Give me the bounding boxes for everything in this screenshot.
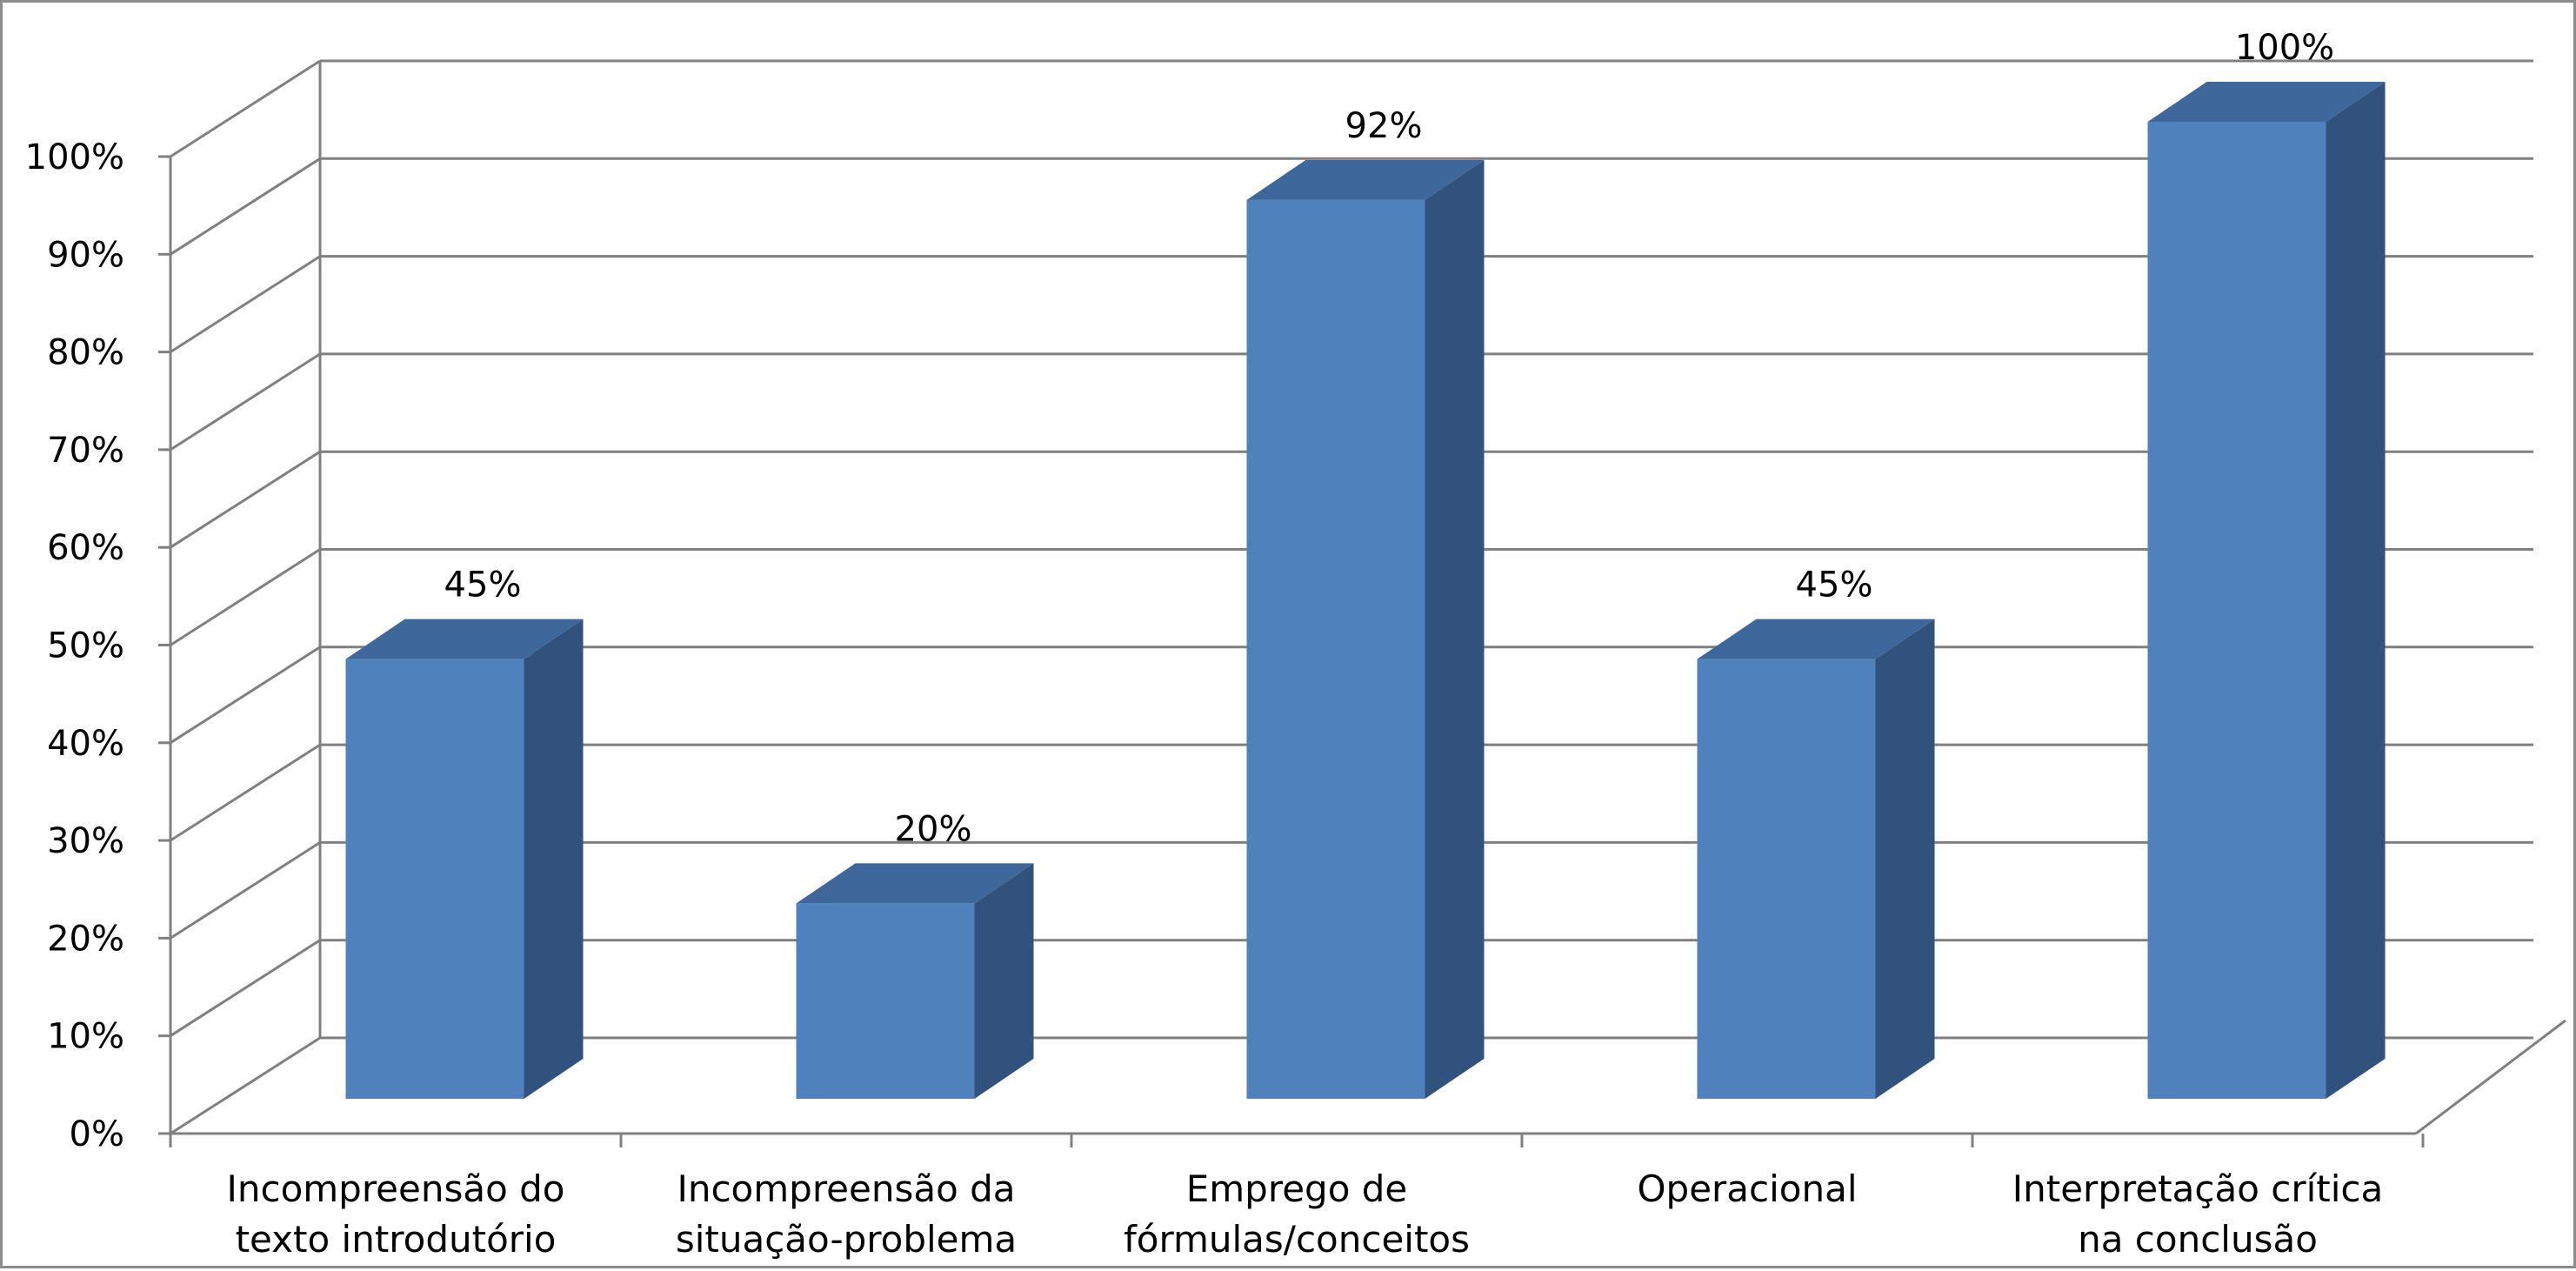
bar-side: [524, 619, 584, 1099]
labels: 0% 10% 20% 30% 40% 50% 60% 70% 80% 90% 100% 45% Inco…: [25, 28, 2384, 1261]
bar-front: [345, 659, 524, 1099]
bar-top: [796, 863, 1034, 904]
y-tick-label: 0%: [70, 1114, 124, 1154]
y-tick-label: 20%: [47, 919, 124, 959]
y-tick-label: 100%: [25, 137, 124, 177]
bar-chart-3d: 0% 10% 20% 30% 40% 50% 60% 70% 80% 90% 100% 45% Inco…: [25, 28, 2566, 1261]
y-tick-label: 60%: [47, 528, 124, 568]
bar: [345, 619, 584, 1099]
bar: [1697, 619, 1935, 1099]
bar-top: [345, 619, 584, 659]
bar-side: [2326, 82, 2386, 1099]
category-label: Interpretação crítica: [2012, 1167, 2384, 1210]
bar-front: [2147, 122, 2326, 1099]
category-label: na conclusão: [2078, 1218, 2318, 1261]
category-label: Emprego de: [1186, 1167, 1408, 1210]
y-tick-label: 30%: [47, 821, 124, 861]
bar-top: [1246, 159, 1485, 200]
y-tick-label: 80%: [47, 333, 124, 373]
data-label: 20%: [895, 809, 972, 849]
category-label: Incompreensão da: [677, 1167, 1015, 1210]
bar: [1246, 159, 1485, 1100]
category-label: Incompreensão do: [226, 1167, 564, 1210]
bar-top: [1697, 619, 1935, 659]
y-tick-label: 70%: [47, 431, 124, 471]
bar: [796, 863, 1034, 1099]
bar: [2147, 82, 2386, 1099]
data-label: 100%: [2235, 28, 2334, 68]
data-label: 45%: [1796, 565, 1873, 605]
data-label: 45%: [444, 565, 522, 605]
bar-side: [974, 863, 1034, 1099]
y-tick-label: 50%: [47, 626, 124, 666]
axes: [158, 155, 2425, 1147]
bar-front: [1697, 659, 1876, 1099]
bar-side: [1875, 619, 1935, 1099]
bar-top: [2147, 82, 2386, 122]
gridline: [170, 59, 2533, 158]
category-label: Operacional: [1637, 1167, 1857, 1210]
y-tick-label: 90%: [47, 235, 124, 275]
y-tick-label: 40%: [47, 724, 124, 764]
category-label: fórmulas/conceitos: [1124, 1218, 1470, 1261]
category-label: situação-problema: [676, 1218, 1017, 1261]
category-label: texto introdutório: [236, 1218, 557, 1261]
y-tick-label: 10%: [47, 1017, 124, 1057]
bar-front: [796, 903, 975, 1099]
bar-front: [1246, 199, 1425, 1100]
floor-edge: [2415, 1019, 2566, 1135]
bars: [345, 82, 2386, 1100]
bar-side: [1425, 159, 1485, 1100]
data-label: 92%: [1345, 106, 1423, 146]
